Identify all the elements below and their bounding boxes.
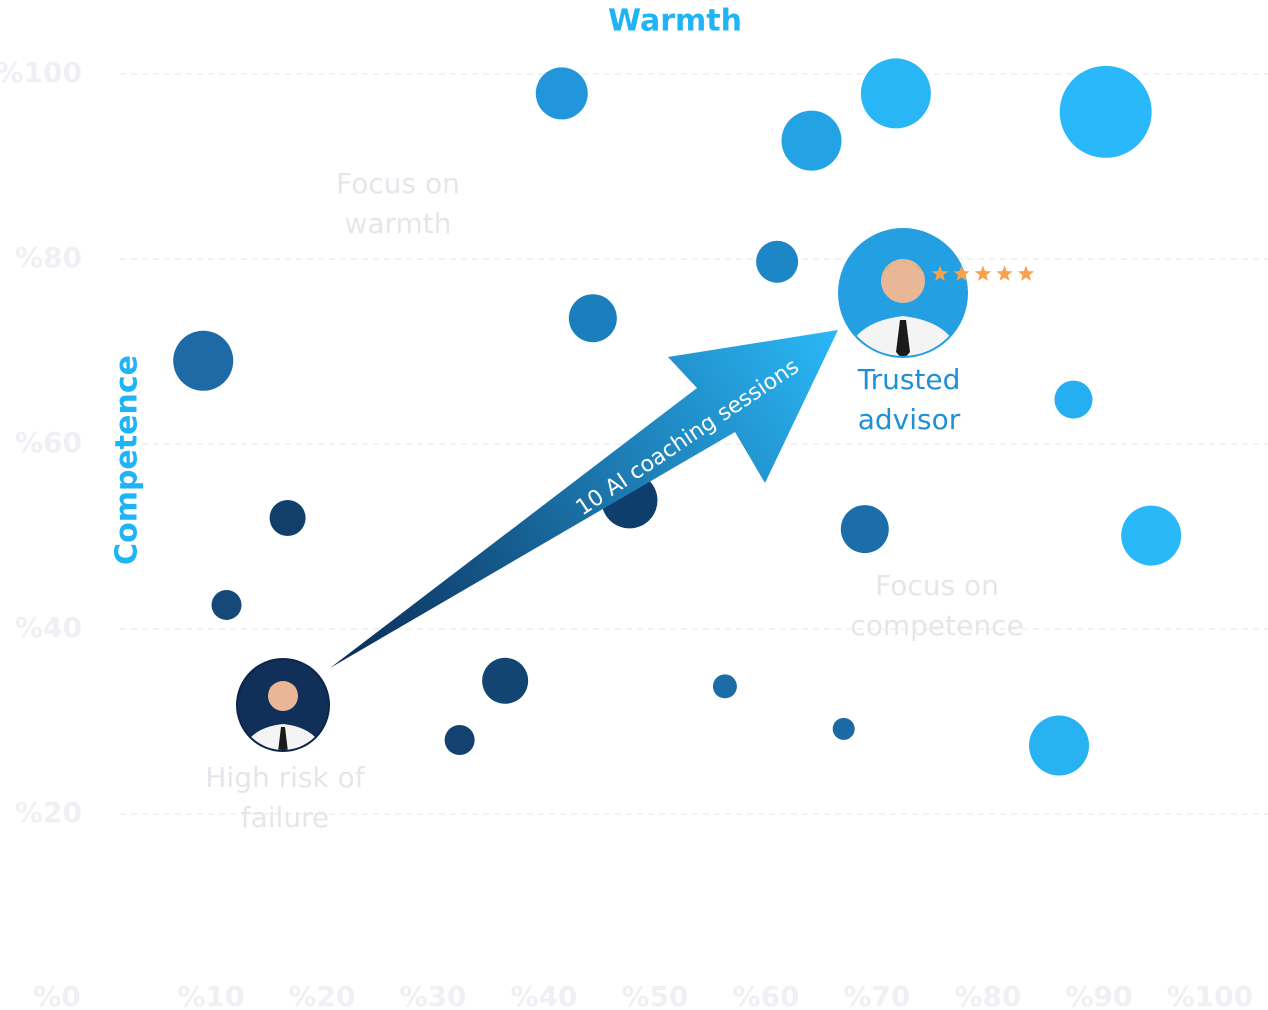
bubble — [756, 240, 799, 283]
y-tick-label: %40 — [15, 611, 82, 644]
bubble — [832, 717, 855, 740]
bubble — [173, 330, 234, 391]
star — [931, 265, 949, 281]
x-axis-label: Warmth — [608, 4, 742, 39]
end-label: Trusted advisor — [857, 363, 961, 436]
x-tick-label: %70 — [843, 980, 910, 1010]
rating-stars — [931, 265, 1035, 281]
x-tick-label: %60 — [732, 980, 799, 1010]
x-tick-label: %80 — [954, 980, 1021, 1010]
y-tick-label: %80 — [15, 241, 82, 274]
x-tick-label: %10 — [177, 980, 244, 1010]
star — [974, 265, 992, 281]
star — [996, 265, 1013, 281]
progress-arrow — [330, 330, 838, 668]
star — [953, 265, 970, 281]
bubble — [1054, 380, 1093, 419]
start-label: High risk of failure — [205, 761, 365, 834]
x-tick-label: %90 — [1065, 980, 1132, 1010]
x-tick-label: %0 — [33, 980, 81, 1010]
x-tick-label: %50 — [621, 980, 688, 1010]
bubble — [860, 58, 931, 129]
bubble — [211, 589, 242, 620]
bubble — [568, 294, 617, 343]
bubble — [712, 674, 737, 699]
x-tick-label: %100 — [1167, 980, 1254, 1010]
bubble — [482, 657, 529, 704]
y-axis-label: Competence — [110, 355, 145, 565]
x-tick-label: %30 — [399, 980, 466, 1010]
bubble — [840, 505, 889, 554]
bubble — [1121, 505, 1182, 566]
bubble — [1059, 65, 1152, 158]
bubble — [781, 110, 842, 171]
star — [1017, 265, 1035, 281]
avatar-end — [838, 228, 968, 358]
quadrant-label: Focus on warmth — [336, 167, 460, 240]
bubble — [535, 67, 588, 120]
y-tick-label: %20 — [15, 796, 82, 829]
avatar-start — [236, 658, 330, 752]
y-tick-label: %100 — [0, 56, 82, 89]
x-tick-label: %40 — [510, 980, 577, 1010]
bubble — [444, 725, 475, 755]
bubble — [1029, 715, 1090, 776]
y-tick-label: %60 — [15, 426, 82, 459]
quadrant-label: Focus on competence — [850, 569, 1024, 642]
bubble — [269, 500, 306, 536]
x-tick-label: %20 — [288, 980, 355, 1010]
